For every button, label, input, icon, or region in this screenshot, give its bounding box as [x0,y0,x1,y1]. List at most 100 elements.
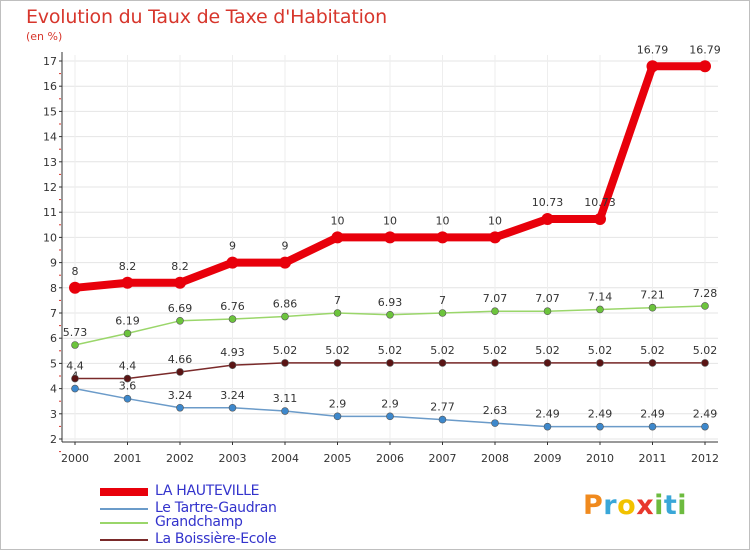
data-label-la-hauteville: 10.73 [532,196,564,209]
data-label-le-tartre-gaudran: 2.9 [381,397,399,410]
x-tick-label: 2004 [271,452,299,465]
proxiti-logo: Proxiti [583,490,687,521]
y-tick-label: 7 [50,307,57,320]
data-point-la-boissiere-ecole [281,359,289,367]
data-label-grandchamp: 7.28 [693,287,718,300]
data-label-la-hauteville: 16.79 [689,43,721,56]
data-point-la-hauteville [489,231,501,244]
legend-label: Le Tartre-Gaudran [155,500,277,516]
data-label-le-tartre-gaudran: 3.24 [220,389,245,402]
data-point-le-tartre-gaudran [71,384,79,393]
data-point-grandchamp [701,302,709,310]
y-tick-label: 13 [43,156,57,169]
data-label-le-tartre-gaudran: 3.6 [119,380,137,393]
legend-item-la-hauteville[interactable]: LA HAUTEVILLE [100,483,360,500]
data-point-la-boissiere-ecole [596,359,604,367]
data-point-le-tartre-gaudran [176,403,184,412]
y-tick-label: 4 [50,383,57,396]
data-label-la-boissiere-ecole: 4.93 [220,346,245,359]
x-tick-label: 2010 [586,452,614,465]
data-label-la-boissiere-ecole: 5.02 [273,344,298,357]
data-point-la-hauteville [174,276,186,289]
data-label-grandchamp: 6.76 [220,300,245,313]
legend-item-la-boissiere-ecole[interactable]: La Boissière-Ecole [100,531,360,548]
data-point-grandchamp [596,305,604,314]
legend-label: Grandchamp [155,514,243,530]
data-point-le-tartre-gaudran [438,415,447,424]
y-tick-label: 11 [43,206,57,219]
legend-label: LA HAUTEVILLE [155,483,260,499]
data-point-grandchamp [228,315,237,323]
data-label-grandchamp: 7.21 [640,289,665,302]
y-tick-label: 5 [50,357,57,370]
data-point-la-hauteville [121,276,134,289]
data-point-grandchamp [176,317,184,325]
proxiti-logo-letter: x [636,490,655,521]
data-point-grandchamp [386,310,394,319]
data-point-grandchamp [543,307,552,316]
proxiti-logo-letter: i [677,490,688,521]
data-label-la-hauteville: 10 [331,214,345,227]
data-label-la-hauteville: 8.2 [119,260,137,273]
data-point-grandchamp [281,312,289,321]
data-label-grandchamp: 6.19 [115,314,140,327]
data-label-grandchamp: 7.07 [535,292,560,305]
data-label-le-tartre-gaudran: 3.24 [168,389,193,402]
x-tick-label: 2007 [429,452,457,465]
data-point-grandchamp [491,307,499,316]
data-label-la-hauteville: 8 [72,265,79,278]
data-label-la-boissiere-ecole: 5.02 [430,344,455,357]
x-tick-label: 2002 [166,452,194,465]
y-tick-label: 12 [43,181,57,194]
data-label-la-hauteville: 8.2 [171,260,189,273]
data-label-la-boissiere-ecole: 5.02 [640,344,665,357]
data-point-la-boissiere-ecole [333,359,342,367]
data-point-la-hauteville [646,60,659,73]
y-tick-label: 6 [50,332,57,345]
data-label-grandchamp: 5.73 [63,326,88,339]
data-point-la-hauteville [384,231,396,244]
y-tick-label: 16 [43,80,57,93]
data-label-le-tartre-gaudran: 2.77 [430,401,455,414]
data-label-le-tartre-gaudran: 2.49 [693,408,718,421]
data-label-la-boissiere-ecole: 5.02 [325,344,350,357]
data-label-grandchamp: 6.69 [168,302,193,315]
data-label-la-hauteville: 9 [282,240,289,253]
data-label-le-tartre-gaudran: 2.63 [483,404,508,417]
data-label-grandchamp: 7 [334,294,341,307]
x-tick-label: 2012 [691,452,719,465]
data-label-le-tartre-gaudran: 2.49 [588,408,613,421]
proxiti-logo-letter: o [617,490,637,521]
data-label-grandchamp: 7 [439,294,446,307]
data-label-la-boissiere-ecole: 5.02 [588,344,613,357]
data-point-la-boissiere-ecole [648,359,657,367]
legend-item-le-tartre-gaudran[interactable]: Le Tartre-Gaudran [100,500,360,517]
data-label-la-boissiere-ecole: 4.4 [66,360,84,373]
y-tick-label: 15 [43,105,57,118]
x-tick-label: 2009 [534,452,562,465]
data-label-la-hauteville: 16.79 [637,43,669,56]
data-point-la-hauteville [279,256,291,269]
data-point-la-boissiere-ecole [176,368,184,376]
y-tick-label: 8 [50,282,57,295]
legend-item-grandchamp[interactable]: Grandchamp [100,514,360,531]
data-point-la-boissiere-ecole [491,359,499,367]
data-point-le-tartre-gaudran [281,407,289,415]
data-point-grandchamp [438,309,447,317]
data-point-la-boissiere-ecole [701,359,709,367]
unit-label: (en %) [26,30,63,43]
data-label-la-hauteville: 9 [229,240,236,253]
data-point-la-boissiere-ecole [543,359,552,367]
data-label-la-hauteville: 10.73 [584,196,616,209]
x-tick-label: 2011 [639,452,667,465]
legend-swatch-le-tartre-gaudran [100,508,148,510]
data-point-le-tartre-gaudran [228,403,237,412]
data-label-la-boissiere-ecole: 4.4 [119,360,137,373]
data-label-la-boissiere-ecole: 5.02 [535,344,560,357]
y-tick-label: 9 [50,257,57,270]
data-point-la-boissiere-ecole [228,361,237,369]
y-tick-label: 2 [50,433,57,446]
data-label-grandchamp: 7.14 [588,290,613,303]
data-label-la-boissiere-ecole: 5.02 [693,344,718,357]
x-tick-label: 2008 [481,452,509,465]
